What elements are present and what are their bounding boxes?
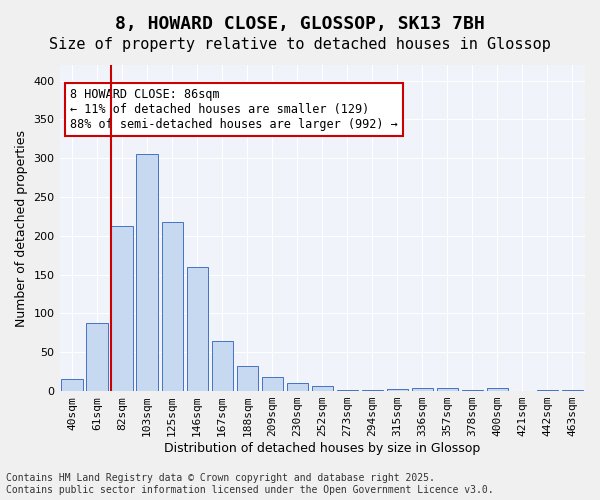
Bar — [562, 390, 583, 391]
Bar — [311, 386, 333, 391]
Bar — [387, 389, 408, 391]
Bar — [236, 366, 258, 391]
Text: Contains HM Land Registry data © Crown copyright and database right 2025.
Contai: Contains HM Land Registry data © Crown c… — [6, 474, 494, 495]
Bar — [212, 340, 233, 391]
Bar — [337, 390, 358, 391]
Text: 8, HOWARD CLOSE, GLOSSOP, SK13 7BH: 8, HOWARD CLOSE, GLOSSOP, SK13 7BH — [115, 15, 485, 33]
Bar — [287, 384, 308, 391]
Bar — [262, 377, 283, 391]
Bar — [462, 390, 483, 391]
X-axis label: Distribution of detached houses by size in Glossop: Distribution of detached houses by size … — [164, 442, 481, 455]
Bar — [187, 267, 208, 391]
Bar — [412, 388, 433, 391]
Bar — [362, 390, 383, 391]
Bar — [487, 388, 508, 391]
Bar — [437, 388, 458, 391]
Text: 8 HOWARD CLOSE: 86sqm
← 11% of detached houses are smaller (129)
88% of semi-det: 8 HOWARD CLOSE: 86sqm ← 11% of detached … — [70, 88, 398, 131]
Y-axis label: Number of detached properties: Number of detached properties — [15, 130, 28, 326]
Bar — [161, 222, 183, 391]
Bar — [61, 380, 83, 391]
Text: Size of property relative to detached houses in Glossop: Size of property relative to detached ho… — [49, 38, 551, 52]
Bar — [537, 390, 558, 391]
Bar — [86, 323, 108, 391]
Bar — [136, 154, 158, 391]
Bar — [112, 226, 133, 391]
